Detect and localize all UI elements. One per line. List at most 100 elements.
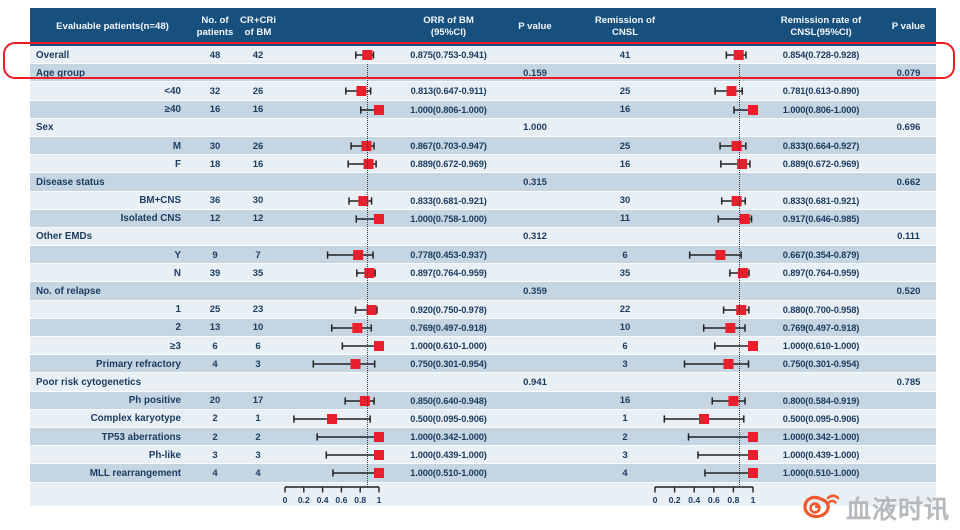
cnsl-ci-marker (725, 50, 747, 60)
p-value-orr (511, 428, 559, 446)
cnsl-ci-text: 0.769(0.497-0.918) (782, 322, 860, 333)
p-value-cnsl: 0.696 (896, 122, 921, 134)
row-label: 1 (175, 304, 181, 316)
table-row: <40 32 26 0.813(0.647-0.911) 25 0.781(0.613… (30, 82, 936, 101)
orr-forest-plot (281, 137, 386, 155)
axis-cell (235, 483, 281, 507)
header-col-rem: Remission of CNSL (594, 15, 656, 38)
table-row: ≥3 6 6 1.000(0.610-1.000) 6 1.000(0.610-1.0… (30, 337, 936, 356)
cnsl-forest-plot (651, 119, 761, 137)
orr-forest-plot (281, 82, 386, 100)
header-col-n: No. of patients (196, 15, 234, 38)
svg-text:1: 1 (751, 495, 756, 505)
n-patients-value (195, 64, 235, 82)
orr-ci-text (386, 373, 511, 391)
cnsl-remission-value: 16 (619, 395, 631, 407)
n-patients-value: 36 (209, 195, 221, 207)
row-label: Ph-like (148, 449, 181, 461)
table-row: Poor risk cytogenetics 0.941 0.785 (30, 373, 936, 392)
p-value-orr (511, 192, 559, 210)
orr-forest-plot (281, 319, 386, 337)
p-value-cnsl (881, 301, 936, 319)
orr-forest-plot (281, 282, 386, 300)
orr-forest-plot (281, 192, 386, 210)
orr-axis: 0 0.2 0.4 0.6 0.8 1 (283, 485, 382, 505)
cr-cri-value (235, 282, 281, 300)
orr-forest-plot (281, 173, 386, 191)
row-label: BM+CNS (139, 195, 181, 207)
cnsl-ci-marker (704, 468, 758, 479)
orr-ci-marker (316, 431, 384, 442)
n-patients-value: 20 (209, 395, 221, 407)
n-patients-value: 39 (209, 267, 221, 279)
cr-cri-value: 3 (255, 358, 261, 370)
cr-cri-value: 16 (252, 104, 264, 116)
orr-ci-marker (341, 341, 384, 351)
cnsl-ci-text: 0.667(0.354-0.879) (782, 250, 860, 261)
p-value-orr: 0.315 (523, 176, 547, 188)
cnsl-remission-value: 22 (619, 304, 631, 316)
cnsl-forest-plot (651, 246, 761, 264)
table-row: Y 9 7 0.778(0.453-0.937) 6 0.667(0.354-0.87… (30, 246, 936, 265)
orr-reference-line (367, 64, 369, 487)
p-value-cnsl (881, 319, 936, 337)
table-row: Disease status 0.315 0.662 (30, 173, 936, 192)
cnsl-ci-text: 0.897(0.764-0.959) (782, 268, 860, 279)
axis-cell (386, 483, 511, 507)
cnsl-remission-value: 16 (619, 158, 631, 170)
cnsl-ci-marker (683, 359, 750, 370)
orr-ci-text: 0.778(0.453-0.937) (410, 250, 487, 261)
cr-cri-value: 23 (252, 304, 264, 316)
cr-cri-value (235, 64, 281, 82)
orr-forest-plot (281, 210, 386, 228)
n-patients-value (195, 282, 235, 300)
cr-cri-value: 42 (252, 49, 264, 61)
cnsl-forest-plot (651, 46, 761, 64)
p-value-cnsl: 0.111 (897, 231, 920, 243)
p-value-orr (511, 82, 559, 100)
n-patients-value: 13 (209, 322, 221, 334)
cnsl-ci-text (761, 373, 881, 391)
cnsl-forest-plot (651, 410, 761, 428)
header-col-cr: CR+CRi of BM (240, 15, 276, 38)
cnsl-ci-text (761, 64, 881, 82)
orr-forest-plot (281, 46, 386, 64)
cnsl-remission-value: 3 (622, 358, 628, 370)
orr-forest-plot (281, 392, 386, 410)
p-value-orr (511, 301, 559, 319)
p-value-cnsl (881, 410, 936, 428)
orr-ci-marker (360, 104, 384, 115)
n-patients-value: 4 (212, 467, 218, 479)
table-row: Sex 1.000 0.696 (30, 118, 936, 137)
orr-ci-marker (330, 322, 373, 333)
orr-ci-marker (326, 250, 374, 261)
orr-ci-text: 1.000(0.806-1.000) (410, 104, 487, 115)
cnsl-ci-text: 0.917(0.646-0.985) (782, 213, 860, 224)
n-patients-value: 12 (209, 213, 221, 225)
svg-text:0: 0 (653, 495, 658, 505)
svg-text:0.2: 0.2 (298, 495, 310, 505)
p-value-cnsl (881, 355, 936, 373)
p-value-cnsl (881, 392, 936, 410)
cnsl-ci-marker (687, 431, 758, 442)
p-value-cnsl (881, 264, 936, 282)
p-value-cnsl (881, 46, 936, 64)
cr-cri-value (235, 228, 281, 246)
cnsl-remission-value: 35 (619, 267, 631, 279)
header-col-plot2 (651, 8, 761, 46)
cnsl-remission-value: 4 (622, 467, 628, 479)
cnsl-forest-plot (651, 192, 761, 210)
svg-text:0.4: 0.4 (317, 495, 329, 505)
orr-forest-plot (281, 428, 386, 446)
p-value-orr (511, 410, 559, 428)
cnsl-ci-marker (719, 140, 747, 151)
cnsl-ci-text (761, 173, 881, 191)
cr-cri-value: 2 (255, 431, 261, 443)
svg-text:0.6: 0.6 (335, 495, 347, 505)
orr-ci-text (386, 119, 511, 137)
n-patients-value: 30 (209, 140, 221, 152)
svg-text:0: 0 (283, 495, 288, 505)
orr-ci-text: 0.889(0.672-0.969) (410, 159, 487, 170)
cnsl-forest-plot (651, 228, 761, 246)
axis-cell: 0 0.2 0.4 0.6 0.8 1 (281, 483, 386, 507)
